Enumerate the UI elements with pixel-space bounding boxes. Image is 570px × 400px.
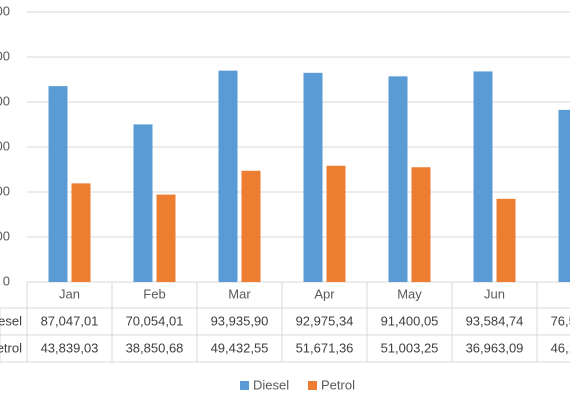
bar (241, 170, 261, 282)
table-cell: 36,963,09 (466, 340, 524, 355)
y-tick-label: 20,000 (0, 228, 10, 243)
bar (218, 70, 238, 282)
bar (496, 198, 516, 282)
table-cell: 51,003,25 (381, 340, 439, 355)
table-cell: 93,584,74 (466, 313, 524, 328)
table-cell: 49,432,55 (211, 340, 269, 355)
bar (156, 194, 176, 282)
y-tick-label: 120,000 (0, 3, 10, 18)
y-tick-label: 60,000 (0, 138, 10, 153)
table-cell: 76,500,00 (551, 313, 570, 328)
table-cell: 43,839,03 (41, 340, 99, 355)
x-tick-label: Apr (314, 286, 335, 301)
table-cell: 93,935,90 (211, 313, 269, 328)
y-tick-label: 100,000 (0, 48, 10, 63)
table-row-label: Diesel (0, 313, 22, 328)
table-cell: 38,850,68 (126, 340, 184, 355)
table-cell: 91,400,05 (381, 313, 439, 328)
legend-label: Diesel (253, 377, 289, 392)
bar (133, 124, 153, 282)
x-tick-label: Jan (59, 286, 80, 301)
table-cell: 46,100,00 (551, 340, 570, 355)
table-cell: 87,047,01 (41, 313, 99, 328)
table-cell: 51,671,36 (296, 340, 354, 355)
y-tick-label: 80,000 (0, 93, 10, 108)
bar (71, 183, 91, 282)
bar (411, 167, 431, 282)
table-row-label: Petrol (0, 340, 22, 355)
table-cell: 70,054,01 (126, 313, 184, 328)
x-tick-label: Mar (228, 286, 251, 301)
x-tick-label: May (397, 286, 422, 301)
bar (303, 72, 323, 283)
x-tick-label: Feb (143, 286, 165, 301)
bar (558, 109, 570, 282)
legend-swatch (240, 381, 249, 390)
bar (48, 86, 68, 282)
bar (326, 165, 346, 282)
table-cell: 92,975,34 (296, 313, 354, 328)
y-tick-label: 0 (3, 273, 10, 288)
legend-label: Petrol (321, 377, 355, 392)
x-tick-label: Jun (484, 286, 505, 301)
legend-swatch (308, 381, 317, 390)
bar (473, 71, 493, 283)
y-tick-label: 40,000 (0, 183, 10, 198)
bar (388, 76, 408, 282)
